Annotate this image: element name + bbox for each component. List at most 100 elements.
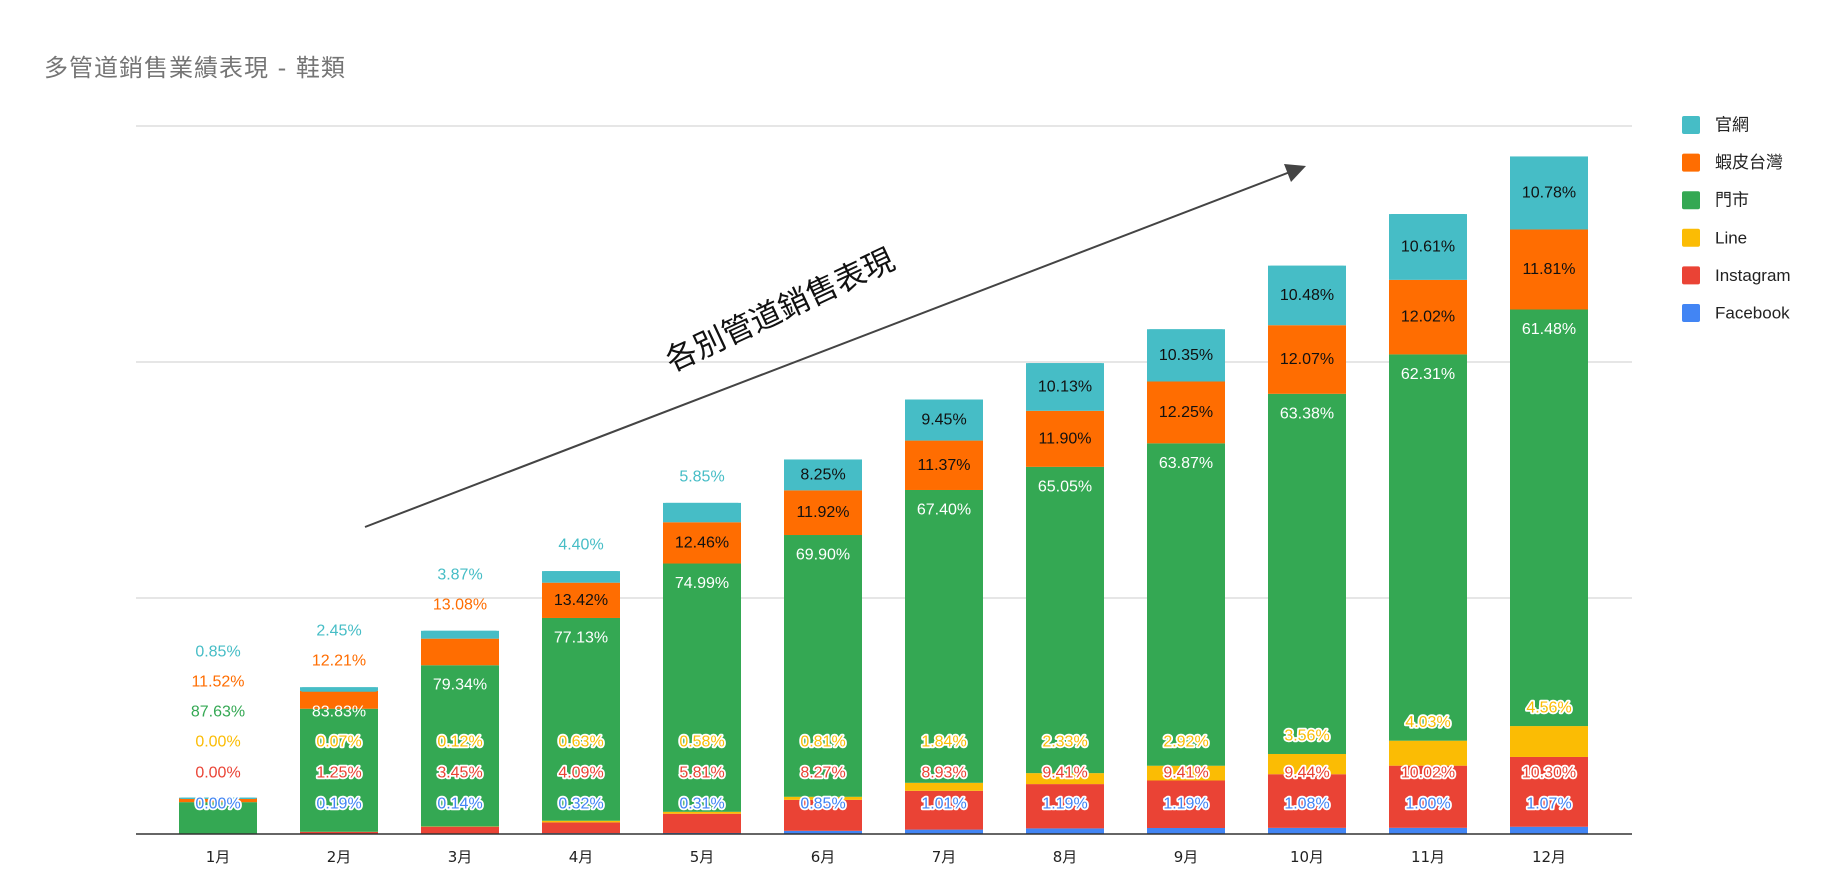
bar-segment-Facebook[interactable] [905,829,983,834]
bar-segment-Instagram[interactable] [1026,784,1104,829]
x-tick-label: 6月 [811,848,836,866]
data-label-蝦皮台灣: 13.42% [554,592,608,609]
data-label-官網: 9.45% [921,412,966,429]
bar-segment-門市[interactable] [1510,309,1588,727]
bar-segment-蝦皮台灣[interactable] [1147,381,1225,444]
legend-swatch [1682,266,1700,285]
data-label-門市: 69.90% [796,547,850,564]
bar-segment-蝦皮台灣[interactable] [542,582,620,618]
data-label-Line: 2.92% [1163,734,1208,751]
bar-segment-Instagram[interactable] [1510,756,1588,827]
bar-segment-Facebook[interactable] [1268,827,1346,834]
bar-stack-10 [1268,265,1346,834]
bar-segment-蝦皮台灣[interactable] [1026,410,1104,467]
bar-stack-6 [784,459,862,834]
x-tick-label: 8月 [1053,848,1078,866]
bar-segment-門市[interactable] [784,535,862,797]
bar-segment-Instagram[interactable] [1268,774,1346,828]
bar-segment-蝦皮台灣[interactable] [300,690,378,709]
bar-stack-11 [1389,214,1467,834]
bar-segment-Line[interactable] [1026,773,1104,785]
x-tick-labels: 1月 2月 3月 4月 5月 6月 7月 8月 9月 10月 11月 12月 [206,848,1566,866]
bar-segment-蝦皮台灣[interactable] [663,522,741,564]
gridlines [136,125,1632,599]
data-label-Line: 0.00% [195,734,240,751]
bar-segment-蝦皮台灣[interactable] [1389,279,1467,355]
bar-segment-Instagram[interactable] [542,822,620,834]
legend-label: Line [1715,228,1747,247]
bar-segment-Line[interactable] [784,796,862,800]
bar-segment-Facebook[interactable] [784,830,862,834]
legend-item-蝦皮台灣[interactable]: 蝦皮台灣 [1682,153,1783,172]
bar-segment-官網[interactable] [1026,363,1104,411]
data-label-蝦皮台灣: 11.81% [1522,261,1575,278]
bar-segment-Instagram[interactable] [905,790,983,830]
x-tick-label: 4月 [569,848,594,866]
bar-segment-Facebook[interactable] [1510,826,1588,834]
data-label-門市: 79.34% [433,677,487,694]
legend-item-官網[interactable]: 官網 [1682,116,1749,135]
bar-segment-Line[interactable] [1510,726,1588,757]
bar-segment-蝦皮台灣[interactable] [421,638,499,666]
bar-segment-官網[interactable] [1147,329,1225,382]
bar-segment-Line[interactable] [663,811,741,814]
bar-segment-門市[interactable] [1026,466,1104,774]
data-label-Instagram: 4.09% [558,765,603,782]
bar-segment-門市[interactable] [663,563,741,812]
bar-top-cap [905,399,983,406]
x-tick-label: 5月 [690,848,715,866]
bar-segment-蝦皮台灣[interactable] [179,797,257,803]
bar-segment-Instagram[interactable] [1147,780,1225,828]
bar-top-cap [784,459,862,466]
bar-segment-官網[interactable] [1510,156,1588,230]
legend-item-Instagram[interactable]: Instagram [1682,266,1791,285]
bar-segment-Line[interactable] [1268,753,1346,775]
bar-segment-蝦皮台灣[interactable] [905,440,983,490]
data-label-官網: 0.85% [195,644,240,661]
bar-segment-Instagram[interactable] [1389,765,1467,828]
bar-segment-Facebook[interactable] [1389,827,1467,834]
bar-top-cap [1510,156,1588,163]
bar-segment-門市[interactable] [1389,354,1467,741]
bar-segment-官網[interactable] [1268,265,1346,326]
bar-segment-官網[interactable] [905,399,983,441]
bar-segment-門市[interactable] [300,708,378,832]
bar-stack-8 [1026,363,1104,834]
bar-segment-門市[interactable] [905,489,983,783]
bar-segment-門市[interactable] [421,665,499,827]
x-tick-label: 11月 [1411,848,1445,866]
data-label-Facebook: 1.19% [1042,796,1087,813]
legend-item-Line[interactable]: Line [1682,228,1747,247]
bar-segment-門市[interactable] [542,617,620,821]
bar-segment-蝦皮台灣[interactable] [784,490,862,536]
data-label-Instagram: 8.93% [921,765,966,782]
bar-segment-Line[interactable] [905,782,983,791]
bar-segment-Line[interactable] [1389,740,1467,766]
bar-segment-Facebook[interactable] [1147,827,1225,834]
bar-top-cap [179,797,257,799]
bar-segment-門市[interactable] [179,802,257,834]
legend-item-Facebook[interactable]: Facebook [1682,304,1790,323]
bar-segment-Line[interactable] [542,820,620,823]
bar-segment-Instagram[interactable] [421,826,499,834]
legend-item-門市[interactable]: 門市 [1682,191,1749,210]
data-label-門市: 61.48% [1522,321,1576,338]
bar-segment-門市[interactable] [1268,393,1346,754]
bar-segment-官網[interactable] [1389,214,1467,280]
data-label-門市: 74.99% [675,575,729,592]
bar-segment-Line[interactable] [1147,765,1225,781]
data-label-Facebook: 0.00% [195,796,240,813]
bar-segment-Facebook[interactable] [1026,828,1104,834]
bar-segment-Instagram[interactable] [663,813,741,833]
bar-stack-7 [905,399,983,834]
bar-segment-Instagram[interactable] [784,799,862,831]
data-label-蝦皮台灣: 11.92% [796,504,849,521]
bar-segment-蝦皮台灣[interactable] [1510,229,1588,310]
bar-segment-蝦皮台灣[interactable] [1268,325,1346,394]
bar-stack-12 [1510,156,1588,834]
bar-segment-門市[interactable] [1147,443,1225,766]
bar-segment-Instagram[interactable] [300,831,378,834]
legend-label: 蝦皮台灣 [1715,153,1783,172]
